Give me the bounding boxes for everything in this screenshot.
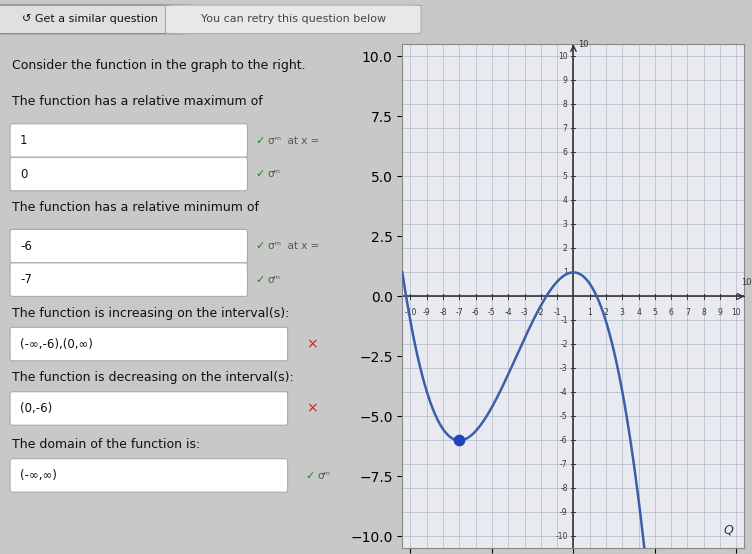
FancyBboxPatch shape [10, 124, 247, 157]
Text: (-∞,-6),(0,∞): (-∞,-6),(0,∞) [20, 337, 93, 351]
Text: 4: 4 [562, 196, 568, 205]
Text: ✓: ✓ [306, 471, 315, 481]
Text: (0,-6): (0,-6) [20, 402, 53, 415]
FancyBboxPatch shape [10, 327, 288, 361]
Text: 10: 10 [732, 309, 741, 317]
Text: -7: -7 [560, 460, 568, 469]
Text: -8: -8 [439, 309, 447, 317]
Text: 9: 9 [717, 309, 723, 317]
Text: -8: -8 [560, 484, 568, 493]
FancyBboxPatch shape [10, 157, 247, 191]
Text: Q: Q [723, 524, 733, 536]
Text: 10: 10 [741, 278, 752, 287]
Text: ×: × [306, 402, 317, 416]
Text: 1: 1 [587, 309, 592, 317]
FancyBboxPatch shape [10, 459, 288, 492]
Text: 2: 2 [563, 244, 568, 253]
Text: -3: -3 [560, 364, 568, 373]
Text: (-∞,∞): (-∞,∞) [20, 469, 57, 482]
Text: 0: 0 [20, 167, 28, 181]
Text: 10: 10 [558, 52, 568, 61]
Text: 2: 2 [604, 309, 608, 317]
Text: -1: -1 [560, 316, 568, 325]
Text: 10: 10 [578, 40, 589, 49]
Text: The function is decreasing on the interval(s):: The function is decreasing on the interv… [12, 371, 294, 384]
Text: The function is increasing on the interval(s):: The function is increasing on the interv… [12, 307, 290, 320]
Text: -4: -4 [505, 309, 512, 317]
Text: 1: 1 [563, 268, 568, 277]
Text: 7: 7 [562, 124, 568, 133]
Text: -9: -9 [423, 309, 431, 317]
Text: -3: -3 [520, 309, 529, 317]
Text: ✓: ✓ [256, 275, 265, 285]
Text: 4: 4 [636, 309, 641, 317]
Text: σᵐ  at x =: σᵐ at x = [268, 136, 319, 146]
Text: σᵐ: σᵐ [318, 471, 331, 481]
Text: -6: -6 [560, 436, 568, 445]
FancyBboxPatch shape [10, 263, 247, 296]
Text: ↺ Get a similar question: ↺ Get a similar question [23, 14, 158, 24]
Text: -6: -6 [20, 240, 32, 253]
Text: The domain of the function is:: The domain of the function is: [12, 438, 200, 451]
Text: 6: 6 [669, 309, 674, 317]
Point [453, 436, 465, 445]
Text: -7: -7 [20, 273, 32, 286]
Text: σᵐ  at x =: σᵐ at x = [268, 242, 319, 252]
Text: The function has a relative maximum of: The function has a relative maximum of [12, 95, 262, 109]
Text: -4: -4 [560, 388, 568, 397]
Text: 9: 9 [562, 76, 568, 85]
Text: σᵐ: σᵐ [268, 275, 280, 285]
Text: 1: 1 [20, 134, 28, 147]
Text: 5: 5 [653, 309, 657, 317]
Text: Consider the function in the graph to the right.: Consider the function in the graph to th… [12, 59, 306, 73]
Text: -1: -1 [553, 309, 561, 317]
Text: -5: -5 [488, 309, 496, 317]
Text: -9: -9 [560, 508, 568, 517]
Text: -2: -2 [560, 340, 568, 349]
Text: 3: 3 [620, 309, 625, 317]
FancyBboxPatch shape [10, 392, 288, 425]
Text: 7: 7 [685, 309, 690, 317]
Text: 8: 8 [702, 309, 706, 317]
FancyBboxPatch shape [10, 229, 247, 263]
Text: The function has a relative minimum of: The function has a relative minimum of [12, 201, 259, 214]
FancyBboxPatch shape [0, 5, 188, 34]
Text: 6: 6 [562, 148, 568, 157]
Text: σᵐ: σᵐ [268, 170, 280, 179]
Text: -2: -2 [537, 309, 544, 317]
Text: 8: 8 [563, 100, 568, 109]
Text: You can retry this question below: You can retry this question below [201, 14, 386, 24]
Text: 3: 3 [562, 220, 568, 229]
Text: ✓: ✓ [256, 170, 265, 179]
Text: ×: × [306, 337, 317, 351]
FancyBboxPatch shape [165, 5, 421, 34]
Text: ✓: ✓ [256, 136, 265, 146]
Text: -6: -6 [472, 309, 480, 317]
Text: -5: -5 [560, 412, 568, 421]
Text: -7: -7 [456, 309, 463, 317]
Text: -10: -10 [555, 532, 568, 541]
Text: -10: -10 [405, 309, 417, 317]
Text: ✓: ✓ [256, 242, 265, 252]
Text: 5: 5 [562, 172, 568, 181]
